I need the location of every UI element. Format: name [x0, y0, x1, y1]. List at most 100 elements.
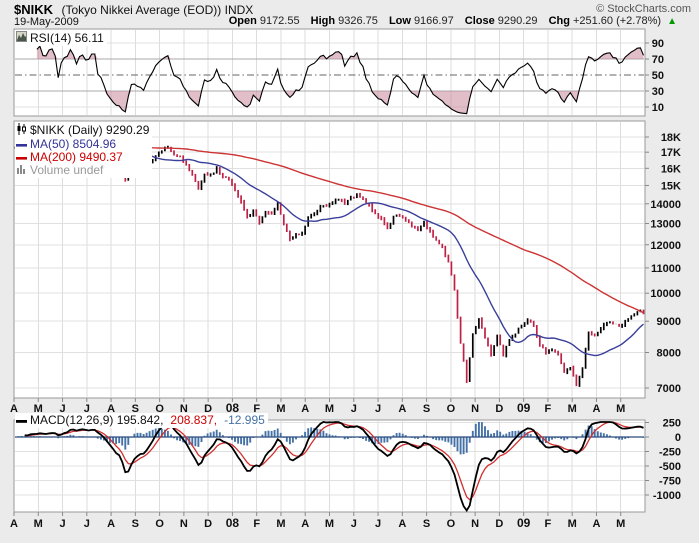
macd-legend: MACD(12,26,9) 195.842, 208.837, -12.995 — [15, 413, 268, 428]
svg-text:A: A — [301, 518, 309, 530]
ma200-line-swatch — [16, 151, 27, 164]
svg-text:90: 90 — [652, 38, 664, 50]
svg-text:A: A — [107, 403, 115, 415]
svg-text:O: O — [155, 403, 164, 415]
svg-text:M: M — [276, 518, 285, 530]
svg-text:M: M — [616, 518, 625, 530]
svg-text:-1000: -1000 — [653, 490, 681, 502]
svg-text:08: 08 — [226, 401, 240, 415]
svg-text:70: 70 — [652, 54, 664, 66]
change-up-triangle-icon: ▲ — [667, 16, 677, 27]
quote-chg-label: Chg — [548, 15, 570, 27]
quote-open-label: Open — [228, 15, 257, 27]
svg-text:N: N — [180, 518, 188, 530]
svg-text:A: A — [398, 518, 406, 530]
svg-text:A: A — [10, 518, 18, 530]
svg-text:10000: 10000 — [650, 288, 681, 300]
svg-text:16K: 16K — [661, 163, 681, 175]
svg-text:250: 250 — [663, 418, 681, 430]
svg-text:N: N — [471, 518, 479, 530]
svg-text:D: D — [204, 403, 212, 415]
svg-text:S: S — [132, 518, 139, 530]
quote-high-label: High — [310, 15, 336, 27]
svg-text:09: 09 — [517, 401, 531, 415]
svg-text:F: F — [545, 403, 552, 415]
symbol-description: (Tokyo Nikkei Average (EOD)) INDX — [61, 3, 254, 17]
svg-text:15K: 15K — [661, 180, 681, 192]
svg-text:J: J — [375, 403, 381, 415]
svg-text:10: 10 — [652, 102, 664, 114]
svg-text:M: M — [568, 403, 577, 415]
svg-text:J: J — [59, 518, 65, 530]
svg-text:F: F — [253, 518, 260, 530]
svg-text:S: S — [423, 403, 430, 415]
svg-text:A: A — [398, 403, 406, 415]
svg-text:M: M — [325, 518, 334, 530]
svg-text:M: M — [276, 403, 285, 415]
quote-close-value: 9290.29 — [497, 15, 538, 27]
copyright: © StockCharts.com — [596, 3, 691, 15]
svg-text:J: J — [351, 403, 357, 415]
svg-text:14000: 14000 — [650, 199, 681, 211]
quote-bar: Open 9172.55 High 9326.75 Low 9166.97 Close… — [221, 15, 677, 27]
rsi-legend: RSI(14) 56.11 — [15, 30, 107, 46]
svg-text:N: N — [180, 403, 188, 415]
svg-text:J: J — [351, 518, 357, 530]
svg-text:F: F — [545, 518, 552, 530]
svg-text:-750: -750 — [659, 476, 681, 488]
svg-text:F: F — [253, 403, 260, 415]
svg-text:08: 08 — [226, 516, 240, 530]
svg-text:A: A — [592, 518, 600, 530]
svg-text:J: J — [84, 518, 90, 530]
svg-text:30: 30 — [652, 86, 664, 98]
svg-text:50: 50 — [652, 70, 664, 82]
svg-text:D: D — [204, 518, 212, 530]
svg-text:O: O — [447, 518, 456, 530]
ma50-label: MA(50) 8504.96 — [30, 137, 117, 151]
svg-text:N: N — [471, 403, 479, 415]
svg-text:7000: 7000 — [657, 383, 681, 395]
svg-text:D: D — [495, 518, 503, 530]
svg-text:M: M — [34, 518, 43, 530]
svg-text:A: A — [10, 403, 18, 415]
svg-text:09: 09 — [517, 516, 531, 530]
svg-text:12000: 12000 — [650, 240, 681, 252]
price-legend: $NIKK (Daily) 9290.29 MA(50) 8504.96 MA(… — [15, 122, 153, 178]
quote-close-label: Close — [464, 15, 495, 27]
quote-chg-value: +251.60 (+2.78%) — [572, 15, 662, 27]
svg-text:M: M — [568, 518, 577, 530]
ma50-line-swatch — [16, 138, 27, 151]
svg-text:11000: 11000 — [651, 263, 681, 275]
quote-high-value: 9326.75 — [338, 15, 378, 27]
rsi-legend-label: RSI(14) 56.11 — [30, 30, 104, 45]
price-symbol-label: $NIKK (Daily) 9290.29 — [30, 123, 150, 137]
header-line1: $NIKK (Tokyo Nikkei Average (EOD)) INDX — [14, 1, 253, 19]
svg-text:0: 0 — [675, 432, 681, 444]
svg-text:J: J — [375, 518, 381, 530]
svg-text:J: J — [84, 403, 90, 415]
svg-text:O: O — [155, 518, 164, 530]
svg-text:O: O — [447, 403, 456, 415]
chart-date: 19-May-2009 — [14, 16, 79, 28]
svg-text:-500: -500 — [659, 461, 681, 473]
quote-low-value: 9166.97 — [413, 15, 454, 27]
svg-text:13000: 13000 — [650, 218, 681, 230]
macd-label: MACD(12,26,9) 195.842, — [30, 413, 164, 427]
svg-text:17K: 17K — [661, 147, 681, 159]
svg-text:18K: 18K — [661, 132, 681, 144]
quote-open-value: 9172.55 — [259, 15, 300, 27]
svg-text:A: A — [592, 403, 600, 415]
svg-text:S: S — [423, 518, 430, 530]
svg-text:J: J — [59, 403, 65, 415]
macd-line-swatch — [16, 414, 27, 427]
macd-histogram-value: -12.995 — [224, 413, 265, 427]
symbol: $NIKK — [14, 2, 54, 17]
macd-signal-value: 208.837, — [170, 413, 218, 427]
ma200-label: MA(200) 9490.37 — [30, 150, 123, 164]
svg-text:A: A — [301, 403, 309, 415]
svg-text:M: M — [325, 403, 334, 415]
svg-text:D: D — [495, 403, 503, 415]
quote-low-label: Low — [388, 15, 411, 27]
